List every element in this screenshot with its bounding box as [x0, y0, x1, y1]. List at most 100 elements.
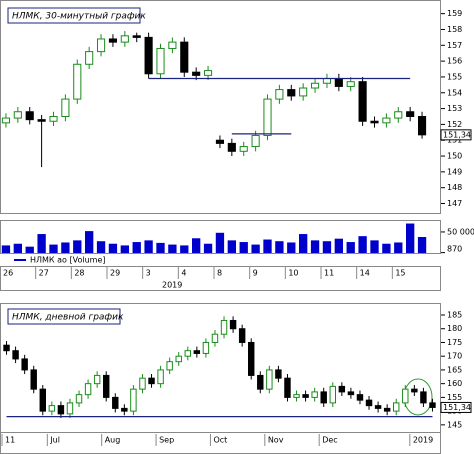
x-tick-label: 27 — [39, 269, 49, 278]
candle-body — [48, 405, 56, 412]
candle-body — [157, 369, 164, 385]
x-tick-label: Oct — [213, 436, 227, 445]
y-tick-label: 159 — [447, 9, 462, 18]
candle-body — [287, 89, 296, 97]
candle-body — [61, 98, 70, 117]
volume-bar — [49, 244, 58, 253]
candle-body — [322, 78, 332, 84]
volume-bar — [156, 242, 165, 253]
candle-body — [203, 70, 213, 76]
y-tick-label: 870 — [447, 245, 462, 254]
candle-body — [329, 385, 336, 404]
candle-body — [215, 139, 225, 144]
candle-body — [180, 41, 189, 73]
x-tick-label: 3 — [146, 269, 151, 278]
candle-body — [302, 394, 309, 398]
y-tick-label: 145 — [447, 420, 462, 429]
y-tick-label: 157 — [447, 41, 462, 50]
volume-bar — [370, 240, 379, 253]
top-date-frame — [0, 266, 441, 291]
candle-body — [73, 63, 82, 100]
y-tick-label: 165 — [447, 365, 462, 374]
y-tick-label: 160 — [447, 379, 462, 388]
candle-body — [3, 344, 10, 352]
candle-body — [193, 350, 201, 354]
candle-body — [284, 377, 291, 398]
x-tick-label: 4 — [181, 269, 186, 278]
volume-bar — [322, 241, 332, 253]
candle-body — [144, 36, 153, 75]
candle-body — [93, 374, 101, 385]
candle-body — [30, 369, 37, 390]
y-tick-label: 158 — [447, 25, 462, 34]
volume-bar — [346, 242, 355, 253]
candle-body — [39, 388, 46, 412]
candle-body — [370, 120, 379, 124]
candle-body — [411, 388, 418, 393]
candle-body — [402, 388, 409, 404]
x-tick-label: 8 — [217, 269, 222, 278]
candle-body — [311, 391, 318, 398]
candle-body — [132, 35, 141, 38]
volume-bar — [382, 243, 391, 253]
volume-bar — [394, 242, 403, 253]
volume-bar — [73, 240, 82, 253]
candle-body — [192, 71, 201, 76]
y-tick-label: 152 — [447, 120, 462, 129]
candle-body — [202, 341, 210, 354]
candle-body — [299, 87, 308, 97]
y-tick-label: 153 — [447, 104, 462, 113]
candle-body — [358, 81, 367, 122]
candle-body — [248, 341, 255, 376]
candle-body — [394, 111, 403, 119]
x-tick-label: Sep — [159, 436, 174, 445]
last-price-label: 151,34 — [443, 403, 471, 412]
candle-body — [239, 146, 248, 152]
volume-bar — [168, 244, 177, 253]
y-tick-label: 149 — [447, 167, 462, 176]
last-price-label: 151,34 — [443, 130, 471, 139]
x-tick-label: Dec — [322, 436, 337, 445]
candle-body — [120, 35, 129, 43]
volume-bar — [275, 241, 284, 253]
candle-body — [21, 358, 28, 371]
y-tick-label: 148 — [447, 183, 462, 192]
candle-body — [148, 377, 155, 385]
volume-bar — [108, 243, 118, 253]
candle-body — [57, 405, 65, 415]
y-tick-label: 155 — [447, 393, 462, 402]
volume-bar — [120, 245, 129, 253]
title-box — [7, 308, 121, 325]
volume-bar — [263, 239, 272, 253]
candle-body — [275, 369, 282, 379]
x-tick-label: 26 — [3, 269, 13, 278]
candle-body — [25, 111, 34, 121]
candle-body — [393, 402, 400, 412]
candle-body — [257, 374, 264, 390]
volume-bar — [215, 232, 225, 253]
volume-bar — [61, 242, 70, 253]
volume-bar — [1, 245, 11, 253]
y-tick-label: 154 — [447, 88, 462, 97]
candle-body — [417, 115, 427, 136]
candle-body — [266, 369, 273, 390]
candle-body — [320, 391, 327, 404]
candle-body — [275, 89, 284, 100]
candle-body — [211, 333, 219, 343]
candle-body — [37, 119, 46, 122]
title-box — [7, 7, 141, 24]
chart-title: НЛМК, 30-минутный график — [12, 12, 146, 22]
candle-body — [75, 394, 83, 404]
volume-bar — [358, 236, 367, 253]
candle-body — [130, 388, 137, 412]
candle-body — [84, 383, 92, 396]
y-tick-label: 150 — [447, 152, 462, 161]
candle-body — [406, 111, 415, 117]
volume-bar — [203, 243, 213, 253]
x-tick-label: 28 — [74, 269, 84, 278]
candle-body — [346, 81, 355, 87]
candle-body — [12, 350, 19, 360]
y-tick-label: 185 — [447, 310, 462, 319]
y-tick-label: 156 — [447, 57, 462, 66]
